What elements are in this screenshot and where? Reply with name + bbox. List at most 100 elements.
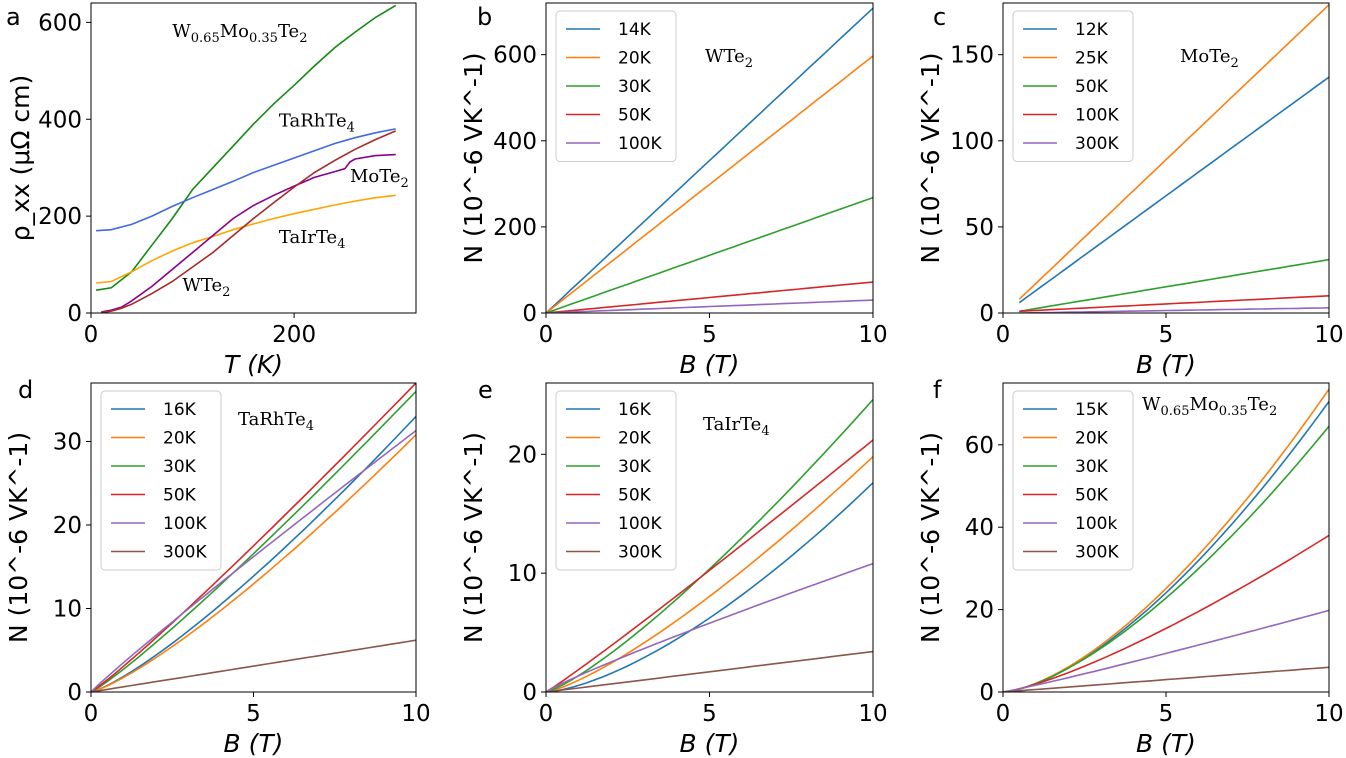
y-tick-label: 0 [522, 680, 537, 706]
legend-box [555, 390, 677, 571]
x-tick-label: 0 [84, 322, 99, 348]
x-axis-label: T (K) [224, 350, 283, 379]
panel-annotation: MoTe2 [1180, 46, 1239, 71]
series-line-12K [1018, 76, 1329, 304]
series-line-14K [546, 7, 873, 313]
legend-entry: 100k [1075, 514, 1117, 534]
x-axis-label: B (T) [680, 729, 740, 758]
annotation-text: W [1142, 394, 1161, 415]
panel-letter: f [933, 376, 942, 404]
panel-b: b 0 5 10 0 200 400 600 B (T) N (10^-6 VK^-1) 14K 20… [459, 2, 888, 379]
annotation-text: Mo [220, 21, 249, 42]
series-group [91, 383, 416, 692]
series-line-WTe2 [101, 130, 397, 313]
panel-e: e 0 5 10 0 10 20 B (T) N (10^-6 VK^-1) 16K 20K 30K 5… [459, 376, 888, 758]
curve-annotation: W0.65Mo0.35Te2 [172, 21, 307, 46]
series-line-30K [546, 196, 873, 313]
series-group [1003, 388, 1329, 692]
x-tick-label: 5 [1159, 322, 1174, 348]
x-tick-label: 0 [996, 322, 1011, 348]
series-line-30K [91, 390, 416, 692]
annotation-text: TaRhTe [238, 409, 306, 430]
annotation-text: Te [1248, 394, 1269, 415]
series-line-300K [1003, 666, 1329, 692]
legend-entry: 50K [1075, 486, 1109, 506]
curve-annotation: TaIrTe4 [279, 227, 346, 252]
series-line-100k [1003, 609, 1329, 692]
y-tick-label: 0 [67, 301, 82, 327]
legend-entry: 100K [618, 134, 662, 154]
annotation-subscript: 2 [299, 31, 307, 46]
x-tick-label: 5 [702, 701, 717, 727]
annotation-subscript: 0.35 [1219, 404, 1248, 419]
series-line-20K [546, 55, 873, 313]
annotation-text: TaIrTe [703, 414, 761, 435]
legend-entry: 30K [618, 457, 652, 477]
series-line-50K [91, 383, 416, 692]
y-axis-label: N (10^-6 VK^-1) [916, 52, 945, 263]
annotation-subscript: 4 [306, 419, 314, 434]
panel-annotation: W0.65Mo0.35Te2 [1142, 394, 1277, 419]
x-axis-label: B (T) [1136, 729, 1196, 758]
x-tick-label: 10 [401, 701, 430, 727]
panel-a: a 0 200 0 200 400 600 T (K) ρ_xx (μΩ cm) W0.65Mo0… [6, 2, 417, 379]
x-tick-label: 5 [1159, 701, 1174, 727]
y-tick-label: 600 [38, 10, 82, 36]
panel-annotation: WTe2 [705, 46, 753, 71]
y-tick-label: 20 [965, 598, 994, 624]
series-line-30K [546, 399, 873, 692]
panel-d: d 0 5 10 0 10 20 30 B (T) N (10^-6 VK^-1) 16K 20K 30… [4, 376, 431, 758]
annotation-text: Mo [1189, 394, 1218, 415]
annotation-subscript: 0.65 [191, 31, 220, 46]
legend-entry: 12K [1075, 20, 1109, 40]
annotation-text: WTe [705, 46, 745, 67]
legend-entry: 20K [618, 49, 652, 69]
x-tick-label: 5 [702, 322, 717, 348]
legend-entry: 50K [1075, 77, 1109, 97]
series-line-300K [1019, 307, 1329, 313]
series-line-16K [546, 482, 873, 692]
axes-frame [90, 2, 417, 314]
series-line-30K [1003, 425, 1329, 692]
y-tick-label: 0 [67, 680, 82, 706]
x-axis-label: B (T) [680, 350, 740, 379]
x-tick-label: 200 [272, 322, 316, 348]
legend-entry: 100K [618, 514, 662, 534]
y-axis-label: N (10^-6 VK^-1) [459, 432, 488, 643]
y-tick-label: 0 [522, 301, 537, 327]
legend-box [1012, 10, 1134, 162]
x-tick-label: 10 [858, 701, 887, 727]
series-group [1018, 4, 1329, 313]
panel-f: f 0 5 10 0 20 40 60 B (T) N (10^-6 VK^-1) 15K 20K 30… [916, 376, 1344, 758]
y-tick-label: 200 [38, 204, 82, 230]
legend-entry: 20K [618, 429, 652, 449]
series-line-25K [1018, 4, 1329, 300]
panel-letter: a [6, 3, 21, 31]
y-tick-label: 50 [965, 215, 994, 241]
panel-annotation: TaRhTe4 [238, 409, 314, 434]
series-line-TaRhTe4 [96, 128, 396, 232]
legend-entry: 50K [618, 106, 652, 126]
legend-entry: 300K [618, 543, 662, 563]
legend-entry: 30K [163, 457, 197, 477]
series-line-300K [91, 639, 416, 692]
y-tick-label: 600 [493, 43, 537, 69]
series-line-50K [1003, 534, 1329, 692]
panel-letter: e [478, 376, 493, 404]
panel-letter: c [933, 3, 946, 31]
series-line-W0.65Mo0.35Te2 [95, 4, 397, 291]
y-tick-label: 0 [979, 301, 994, 327]
legend-entry: 14K [618, 20, 652, 40]
annotation-subscript: 4 [761, 424, 769, 439]
x-tick-label: 10 [1314, 322, 1343, 348]
legend-entry: 50K [618, 486, 652, 506]
y-tick-label: 30 [53, 429, 82, 455]
series-group [95, 4, 397, 313]
y-axis-label: N (10^-6 VK^-1) [916, 432, 945, 643]
annotation-subscript: 0.35 [249, 31, 278, 46]
annotation-text: MoTe [1180, 46, 1231, 67]
legend-entry: 25K [1075, 49, 1109, 69]
y-tick-label: 20 [53, 513, 82, 539]
legend-entry: 30K [1075, 457, 1109, 477]
